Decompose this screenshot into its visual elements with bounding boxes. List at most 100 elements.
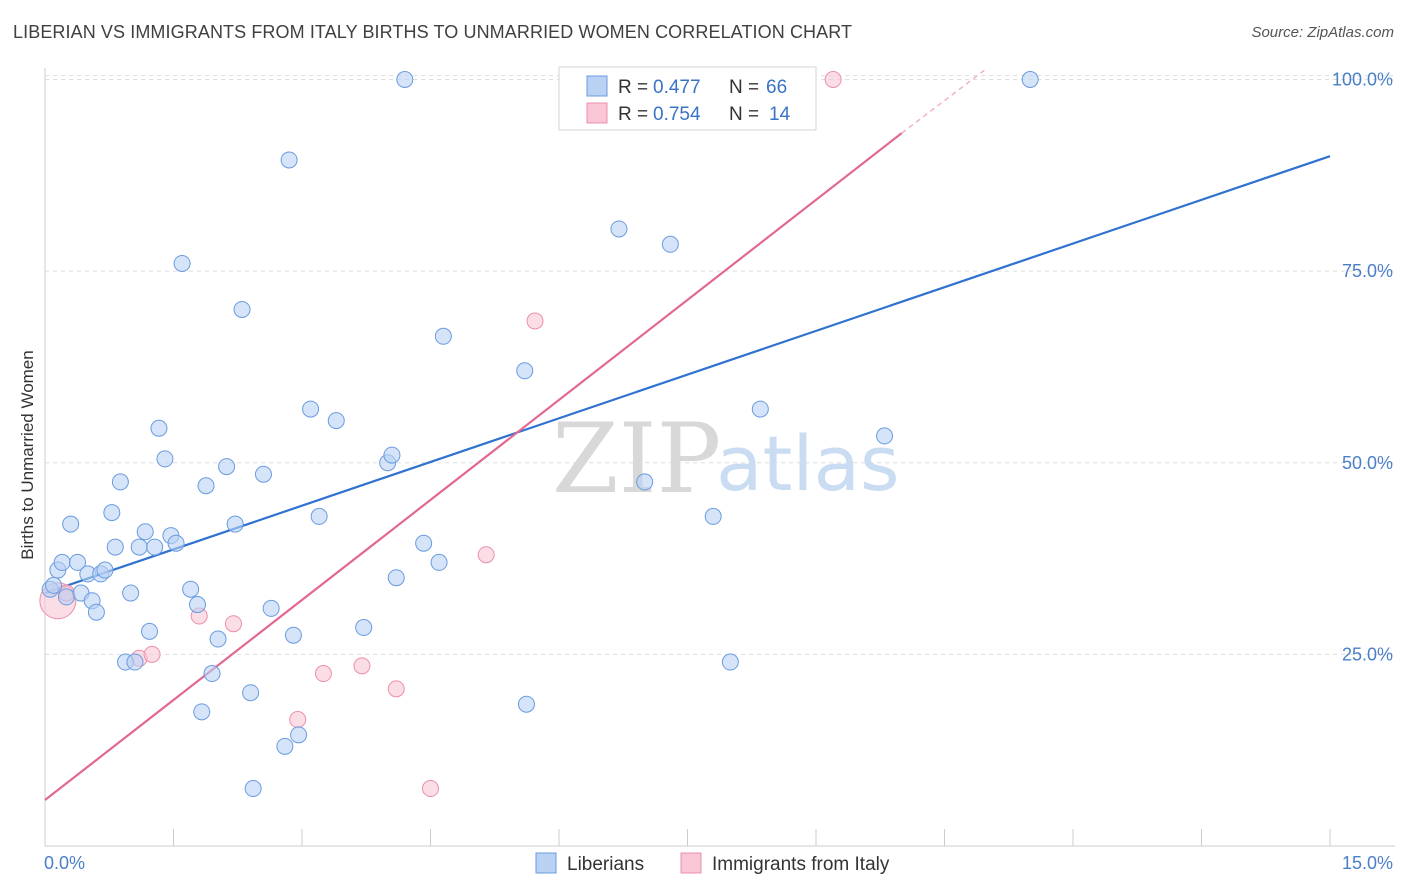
point-liberians (136, 523, 154, 541)
point-liberians (87, 603, 105, 621)
point-liberians (126, 653, 144, 671)
point-liberians (197, 477, 215, 495)
point-liberians (704, 507, 722, 525)
point-liberians (721, 653, 739, 671)
point-italy (422, 780, 439, 798)
point-liberians (661, 235, 679, 253)
bottom-legend-swatch-liberians (535, 852, 557, 874)
legend-r-label-1: R = (618, 77, 648, 98)
point-liberians (209, 630, 227, 648)
point-liberians (188, 596, 206, 614)
point-liberians (284, 626, 302, 644)
point-italy (143, 645, 161, 663)
y-tick-label-50: 50.0% (1342, 453, 1393, 473)
point-liberians (103, 504, 121, 522)
point-liberians (226, 515, 244, 533)
x-tick-label-min: 0.0% (44, 853, 85, 873)
point-italy (526, 312, 544, 330)
point-liberians (876, 427, 894, 445)
watermark-zip: ZIP (552, 403, 721, 515)
legend-r-label-2: R = (618, 104, 648, 125)
y-tick-label-25: 25.0% (1342, 644, 1393, 664)
point-italy (224, 615, 242, 633)
data-points (39, 71, 1039, 798)
point-italy (314, 665, 332, 683)
point-liberians (173, 254, 191, 272)
point-liberians (146, 538, 164, 556)
point-liberians (141, 622, 159, 640)
legend-r-value-1: 0.477 (653, 77, 701, 98)
point-liberians (254, 465, 272, 483)
point-liberians (53, 553, 71, 571)
point-liberians (262, 599, 280, 617)
point-liberians (302, 400, 320, 418)
point-liberians (244, 780, 262, 798)
point-italy (387, 680, 405, 698)
point-italy (477, 546, 495, 564)
trend-line-italy (44, 132, 903, 801)
legend-n-label-2: N = (729, 104, 759, 125)
legend-swatch-liberians (586, 75, 608, 97)
point-liberians (1021, 71, 1039, 88)
point-liberians (415, 534, 433, 552)
trend-lines (44, 67, 1331, 801)
point-liberians (434, 327, 452, 345)
point-liberians (96, 561, 114, 579)
point-italy (353, 657, 371, 675)
point-liberians (516, 362, 534, 380)
point-italy (289, 711, 307, 729)
point-liberians (276, 737, 294, 755)
point-liberians (430, 553, 448, 571)
axes (44, 68, 1395, 847)
point-liberians (193, 703, 211, 721)
point-liberians (290, 726, 308, 744)
point-liberians (610, 220, 628, 238)
legend-n-label-1: N = (729, 77, 759, 98)
legend-r-value-2: 0.754 (653, 104, 701, 125)
legend-swatch-italy (586, 102, 608, 124)
point-liberians (57, 588, 75, 606)
bottom-legend-italy: Immigrants from Italy (712, 854, 890, 875)
point-liberians (62, 515, 80, 533)
point-liberians (355, 619, 373, 637)
y-tick-label-75: 75.0% (1342, 261, 1393, 281)
point-liberians (387, 569, 405, 587)
point-liberians (69, 553, 87, 571)
point-liberians (218, 458, 236, 476)
point-liberians (130, 538, 148, 556)
point-liberians (280, 151, 298, 169)
point-liberians (233, 300, 251, 318)
point-liberians (106, 538, 124, 556)
point-liberians (167, 534, 185, 552)
x-tick-label-max: 15.0% (1342, 853, 1393, 873)
point-liberians (636, 473, 654, 491)
chart-title: LIBERIAN VS IMMIGRANTS FROM ITALY BIRTHS… (13, 22, 853, 42)
y-tick-label-100: 100.0% (1332, 70, 1393, 90)
bottom-legend-liberians: Liberians (567, 854, 644, 875)
legend-top: R = 0.477 N = 66 R = 0.754 N = 14 (558, 66, 817, 131)
point-liberians (150, 419, 168, 437)
watermark-atlas: atlas (716, 419, 900, 508)
point-liberians (396, 71, 414, 88)
y-axis-label: Births to Unmarried Women (18, 350, 37, 559)
point-liberians (156, 450, 174, 468)
y-tick-labels: 25.0% 50.0% 75.0% 100.0% (1332, 70, 1393, 665)
point-liberians (203, 665, 221, 683)
gridlines (45, 75, 1395, 655)
point-liberians (242, 684, 260, 702)
source-label: Source: ZipAtlas.com (1251, 24, 1394, 41)
trend-line-italy-extension (901, 67, 988, 134)
point-italy (824, 71, 842, 88)
legend-n-value-2: 14 (769, 104, 791, 125)
trend-line-liberians (44, 155, 1331, 595)
point-liberians (182, 580, 200, 598)
point-liberians (517, 695, 535, 713)
point-liberians (111, 473, 129, 491)
point-liberians (310, 507, 328, 525)
point-liberians (45, 576, 63, 594)
point-liberians (751, 400, 769, 418)
bottom-legend-swatch-italy (680, 852, 702, 874)
legend-n-value-1: 66 (766, 77, 787, 98)
legend-bottom: Liberians Immigrants from Italy (535, 852, 890, 875)
